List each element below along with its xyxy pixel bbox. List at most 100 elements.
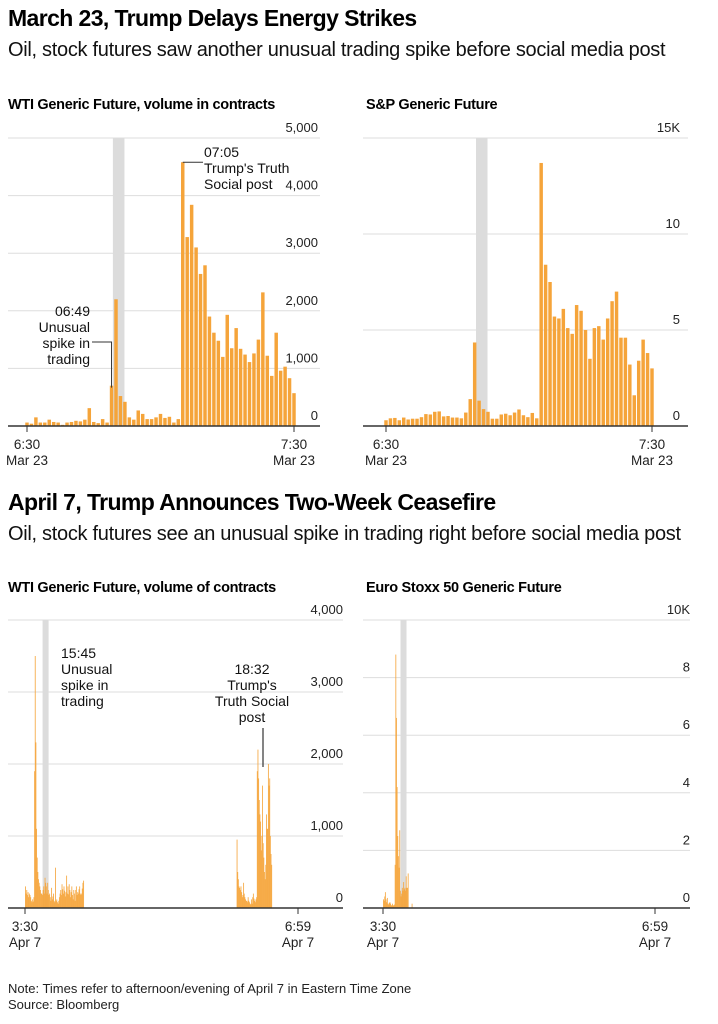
bar bbox=[172, 422, 176, 426]
bar bbox=[252, 353, 256, 426]
bar bbox=[59, 893, 61, 908]
bar bbox=[57, 903, 59, 908]
bar bbox=[388, 904, 390, 908]
y-tick-label: 4,000 bbox=[310, 602, 343, 617]
bar bbox=[455, 417, 459, 426]
bar bbox=[543, 264, 548, 426]
bar bbox=[392, 905, 394, 908]
bar bbox=[81, 888, 83, 908]
y-tick-label: 1,000 bbox=[310, 818, 343, 833]
bar bbox=[383, 900, 385, 908]
bar bbox=[597, 326, 601, 426]
bar bbox=[207, 316, 212, 426]
bar bbox=[258, 800, 260, 908]
y-tick-label: 0 bbox=[673, 408, 680, 423]
bar bbox=[256, 771, 258, 908]
bar bbox=[397, 836, 399, 908]
x-tick-label-time: 6:30 bbox=[373, 437, 399, 452]
bar bbox=[25, 886, 26, 908]
bar bbox=[406, 419, 410, 426]
bar bbox=[419, 417, 424, 426]
bar bbox=[47, 882, 49, 908]
bar bbox=[240, 886, 242, 908]
bar bbox=[588, 358, 592, 426]
bar bbox=[530, 412, 535, 426]
bar bbox=[384, 892, 386, 908]
bar bbox=[632, 395, 636, 426]
bar bbox=[38, 882, 40, 908]
bar bbox=[28, 897, 30, 908]
bar bbox=[257, 749, 259, 908]
bar bbox=[198, 273, 203, 426]
x-tick-label-date: Apr 7 bbox=[639, 935, 671, 950]
x-tick-label-time: 6:59 bbox=[285, 919, 311, 934]
bar bbox=[58, 900, 60, 908]
bar bbox=[43, 422, 47, 426]
bar bbox=[390, 903, 392, 908]
bar bbox=[450, 417, 455, 426]
bar bbox=[274, 332, 278, 426]
bar bbox=[383, 899, 384, 908]
bar bbox=[45, 886, 47, 908]
bar bbox=[407, 887, 408, 908]
bar bbox=[61, 884, 63, 908]
bar bbox=[267, 764, 269, 908]
bar bbox=[29, 895, 31, 908]
bar bbox=[53, 900, 55, 908]
bar bbox=[51, 887, 53, 908]
bar bbox=[249, 903, 251, 908]
bar bbox=[424, 414, 428, 426]
highlight-band bbox=[475, 138, 488, 426]
bar bbox=[441, 416, 446, 426]
bar bbox=[247, 902, 248, 908]
bar bbox=[243, 354, 247, 426]
annotation-text: Unusual bbox=[61, 661, 112, 677]
bar bbox=[384, 420, 388, 426]
bar bbox=[645, 353, 650, 426]
bar bbox=[38, 422, 43, 426]
bar bbox=[37, 872, 39, 908]
bar bbox=[75, 886, 77, 908]
bar bbox=[261, 292, 265, 426]
y-tick-label: 0 bbox=[336, 890, 343, 905]
y-tick-label: 6 bbox=[683, 717, 690, 732]
annotation-text: spike in bbox=[43, 335, 90, 351]
bar bbox=[50, 900, 52, 908]
bar bbox=[34, 417, 38, 426]
bar bbox=[246, 900, 248, 908]
y-tick-label: 2,000 bbox=[310, 746, 343, 761]
annotation-text: spike in bbox=[61, 677, 108, 693]
bar bbox=[433, 411, 437, 426]
x-tick-label-time: 7:30 bbox=[639, 437, 665, 452]
bar bbox=[252, 897, 254, 908]
bar bbox=[260, 821, 262, 908]
bar bbox=[30, 897, 32, 908]
bar bbox=[47, 890, 49, 908]
y-tick-label: 2 bbox=[683, 832, 690, 847]
bar bbox=[73, 893, 75, 908]
bar bbox=[28, 893, 30, 908]
annotation-text: post bbox=[239, 709, 266, 725]
bar bbox=[26, 890, 28, 908]
bar bbox=[87, 408, 92, 426]
bar bbox=[69, 421, 74, 426]
bar bbox=[34, 656, 36, 908]
bar bbox=[579, 310, 583, 426]
bar bbox=[75, 890, 77, 908]
x-tick-label-date: Apr 7 bbox=[282, 935, 314, 950]
y-tick-label: 5 bbox=[673, 312, 680, 327]
bar bbox=[189, 204, 194, 426]
bar bbox=[238, 886, 240, 908]
bar bbox=[566, 328, 570, 426]
bar bbox=[254, 902, 256, 908]
bar bbox=[592, 328, 597, 426]
bar bbox=[287, 378, 292, 426]
bar bbox=[539, 162, 543, 426]
bar bbox=[118, 396, 123, 426]
bar bbox=[388, 902, 390, 908]
x-tick-label-date: Mar 23 bbox=[6, 453, 48, 468]
annotation-text: 15:45 bbox=[61, 645, 96, 661]
y-tick-label: 8 bbox=[683, 660, 690, 675]
bar bbox=[486, 411, 490, 426]
